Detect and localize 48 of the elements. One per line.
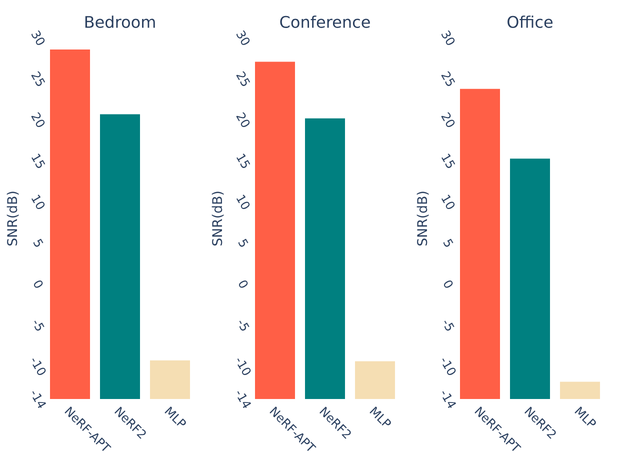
y-tick-label: 30 bbox=[236, 30, 250, 45]
y-axis-title: SNR(dB) bbox=[416, 192, 429, 246]
bar bbox=[150, 360, 190, 399]
y-tick-label: 20 bbox=[31, 112, 45, 127]
y-tick-label: -5 bbox=[239, 320, 250, 331]
chart-title: Bedroom bbox=[85, 16, 155, 28]
bar bbox=[255, 62, 295, 399]
chart-title: Conference bbox=[280, 16, 370, 28]
y-tick-label: 15 bbox=[236, 154, 250, 168]
y-tick-label: 5 bbox=[238, 238, 248, 247]
y-tick-label: 5 bbox=[443, 238, 454, 247]
y-tick-label: 25 bbox=[441, 71, 456, 86]
y-tick-label: 10 bbox=[31, 194, 45, 210]
y-tick-label: 25 bbox=[31, 71, 46, 86]
y-axis-title: SNR(dB) bbox=[6, 192, 19, 246]
y-tick-label: 10 bbox=[236, 194, 250, 210]
y-tick-label: 30 bbox=[31, 30, 45, 45]
y-tick-label: 30 bbox=[441, 30, 455, 45]
y-axis-title: SNR(dB) bbox=[212, 192, 224, 246]
x-tick-label: MLP bbox=[370, 406, 391, 426]
y-tick-label: -10 bbox=[442, 358, 456, 375]
y-tick-label: 0 bbox=[239, 280, 248, 288]
y-tick-label: 5 bbox=[33, 238, 44, 247]
x-tick-label: MLP bbox=[574, 406, 596, 426]
y-tick-label: 15 bbox=[32, 154, 46, 168]
y-tick-label: 20 bbox=[236, 112, 250, 127]
bar bbox=[355, 361, 395, 399]
bar bbox=[100, 114, 140, 399]
y-tick-label: 20 bbox=[441, 112, 455, 127]
y-tick-label: 15 bbox=[442, 154, 456, 168]
y-tick-label: -14 bbox=[442, 391, 456, 408]
y-tick-label: -5 bbox=[34, 320, 44, 331]
y-tick-label: 0 bbox=[34, 280, 43, 288]
y-tick-label: 25 bbox=[236, 71, 250, 86]
y-tick-label: -5 bbox=[444, 320, 454, 331]
y-tick-label: -10 bbox=[32, 358, 46, 375]
bar bbox=[560, 382, 600, 399]
bar bbox=[510, 158, 550, 399]
bar bbox=[50, 49, 90, 399]
chart-title: Office bbox=[508, 16, 552, 28]
y-tick-label: -14 bbox=[237, 391, 252, 408]
x-tick-label: MLP bbox=[164, 406, 186, 426]
y-tick-label: 10 bbox=[441, 194, 455, 210]
y-tick-label: 0 bbox=[444, 280, 453, 288]
bar bbox=[460, 88, 500, 399]
y-tick-label: -14 bbox=[32, 391, 46, 408]
y-tick-label: -10 bbox=[237, 358, 251, 375]
bar bbox=[305, 118, 345, 399]
